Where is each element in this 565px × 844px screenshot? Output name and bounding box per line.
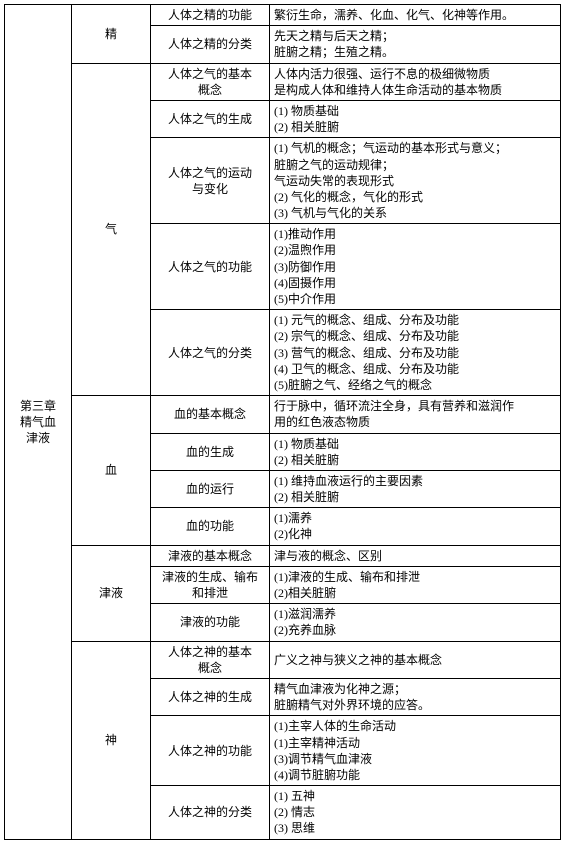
content-cell: (1)主宰人体的生命活动(1)主宰精神活动(3)调节精气血津液(4)调节脏腑功能: [270, 716, 561, 786]
table-row: 第三章精气血津液精人体之精的功能繁衍生命，濡养、化血、化气、化神等作用。: [5, 5, 561, 26]
topic-cell: 血的生成: [151, 433, 270, 470]
outline-table: 第三章精气血津液精人体之精的功能繁衍生命，濡养、化血、化气、化神等作用。人体之精…: [4, 4, 561, 840]
content-cell: (1)推动作用(2)温煦作用(3)防御作用(4)固摄作用(5)中介作用: [270, 224, 561, 310]
content-cell: (1) 气机的概念；气运动的基本形式与意义；脏腑之气的运动规律；气运动失常的表现…: [270, 138, 561, 224]
section-cell: 精: [72, 5, 151, 64]
chapter-cell: 第三章精气血津液: [5, 5, 72, 840]
content-cell: 广义之神与狭义之神的基本概念: [270, 641, 561, 678]
topic-cell: 人体之神的生成: [151, 678, 270, 715]
section-cell: 津液: [72, 545, 151, 641]
content-cell: (1) 五神(2) 情志(3) 思维: [270, 786, 561, 840]
topic-cell: 人体之气的功能: [151, 224, 270, 310]
content-cell: (1)濡养(2)化神: [270, 508, 561, 545]
content-cell: (1) 维持血液运行的主要因素(2) 相关脏腑: [270, 470, 561, 507]
table-row: 气人体之气的基本概念人体内活力很强、运行不息的极细微物质是构成人体和维持人体生命…: [5, 63, 561, 100]
content-cell: 先天之精与后天之精；脏腑之精；生殖之精。: [270, 26, 561, 63]
content-cell: (1) 物质基础(2) 相关脏腑: [270, 100, 561, 137]
topic-cell: 人体之神的基本概念: [151, 641, 270, 678]
table-row: 神人体之神的基本概念广义之神与狭义之神的基本概念: [5, 641, 561, 678]
topic-cell: 人体之气的运动与变化: [151, 138, 270, 224]
content-cell: 人体内活力很强、运行不息的极细微物质是构成人体和维持人体生命活动的基本物质: [270, 63, 561, 100]
section-cell: 气: [72, 63, 151, 396]
topic-cell: 津液的基本概念: [151, 545, 270, 566]
topic-cell: 血的基本概念: [151, 396, 270, 433]
topic-cell: 血的功能: [151, 508, 270, 545]
topic-cell: 人体之精的分类: [151, 26, 270, 63]
topic-cell: 血的运行: [151, 470, 270, 507]
content-cell: 行于脉中，循环流注全身，具有营养和滋润作用的红色液态物质: [270, 396, 561, 433]
section-cell: 神: [72, 641, 151, 839]
topic-cell: 人体之气的基本概念: [151, 63, 270, 100]
topic-cell: 人体之精的功能: [151, 5, 270, 26]
content-cell: (1) 元气的概念、组成、分布及功能(2) 宗气的概念、组成、分布及功能(3) …: [270, 310, 561, 396]
content-cell: 繁衍生命，濡养、化血、化气、化神等作用。: [270, 5, 561, 26]
topic-cell: 人体之神的分类: [151, 786, 270, 840]
topic-cell: 津液的功能: [151, 604, 270, 641]
content-cell: (1) 物质基础(2) 相关脏腑: [270, 433, 561, 470]
section-cell: 血: [72, 396, 151, 546]
content-cell: 精气血津液为化神之源；脏腑精气对外界环境的应答。: [270, 678, 561, 715]
table-row: 血血的基本概念行于脉中，循环流注全身，具有营养和滋润作用的红色液态物质: [5, 396, 561, 433]
content-cell: (1)津液的生成、输布和排泄(2)相关脏腑: [270, 566, 561, 603]
table-row: 津液津液的基本概念津与液的概念、区别: [5, 545, 561, 566]
content-cell: 津与液的概念、区别: [270, 545, 561, 566]
content-cell: (1)滋润濡养(2)充养血脉: [270, 604, 561, 641]
topic-cell: 人体之神的功能: [151, 716, 270, 786]
topic-cell: 津液的生成、输布和排泄: [151, 566, 270, 603]
topic-cell: 人体之气的生成: [151, 100, 270, 137]
topic-cell: 人体之气的分类: [151, 310, 270, 396]
